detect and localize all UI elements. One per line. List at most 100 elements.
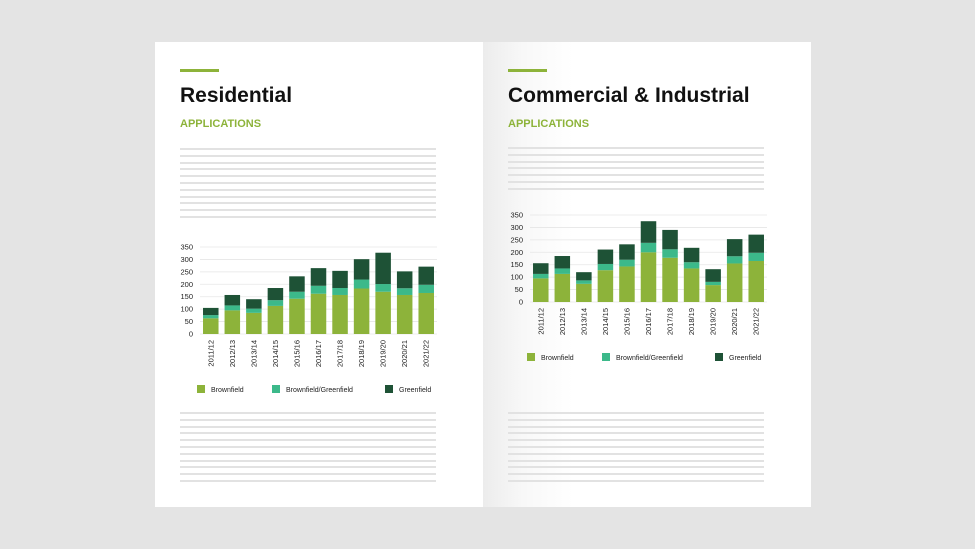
x-tick-label: 2016/17 [644,308,653,335]
placeholder-line [180,459,436,462]
x-tick-label: 2017/18 [666,308,675,335]
x-tick-label: 2012/13 [558,308,567,335]
bar-segment-greenfield [554,256,571,269]
placeholder-line [508,180,764,183]
bar-segment-greenfield [375,252,391,285]
bar-segment-brownfield-greenfield [396,288,413,295]
bar-segment-brownfield [640,252,657,302]
bar-segment-brownfield-greenfield [748,252,764,261]
bar-segment-brownfield [705,285,721,302]
placeholder-line [180,188,436,191]
y-tick-label: 300 [180,255,193,264]
x-tick-label: 2020/21 [400,340,409,367]
placeholder-line [508,425,764,428]
legend-swatch [385,385,393,393]
y-tick-label: 50 [185,317,193,326]
page-title: Commercial & Industrial [508,84,750,107]
placeholder-line [180,195,436,198]
accent-bar [508,69,547,72]
bar-segment-brownfield-greenfield [203,315,219,319]
y-tick-label: 200 [180,280,193,289]
y-tick-label: 350 [510,211,523,220]
bar-segment-brownfield [267,305,284,334]
bar-segment-greenfield [224,294,241,306]
y-tick-label: 50 [515,285,523,294]
bar-segment-brownfield [375,291,391,334]
text-placeholder-lines [180,148,436,223]
legend-swatch [527,353,535,361]
bar-segment-brownfield [662,257,678,302]
bar-segment-greenfield [662,229,678,250]
y-tick-label: 100 [180,305,193,314]
bar-segment-greenfield [726,239,743,257]
bar-segment-greenfield [396,271,413,289]
bar-segment-greenfield [310,268,327,286]
placeholder-line [508,432,764,435]
x-tick-label: 2014/15 [601,308,610,335]
bar-segment-brownfield-greenfield [353,279,370,289]
placeholder-line [180,154,436,157]
page-title: Residential [180,84,293,107]
placeholder-line [508,174,764,177]
placeholder-line [508,466,764,469]
x-tick-label: 2012/13 [228,340,237,367]
placeholder-line [180,473,436,476]
residential-chart: 0 50 100 150 200 250 300 350 2011/12 2012/13 2013/… [180,243,437,394]
y-tick-label: 100 [510,273,523,282]
bar-segment-brownfield-greenfield [726,256,743,264]
legend-label: Brownfield [211,387,244,394]
placeholder-line [180,479,436,482]
bar-segment-greenfield [332,270,348,289]
bar-segment-greenfield [533,263,549,274]
placeholder-line [180,445,436,448]
text-placeholder-lines [508,412,764,487]
page-subtitle: APPLICATIONS [180,118,262,130]
bar-segment-brownfield [203,318,219,334]
bar-segment-brownfield-greenfield [267,300,284,306]
bar-segment-greenfield [640,221,657,243]
placeholder-line [180,209,436,212]
bar-segment-greenfield [705,269,721,282]
placeholder-line [508,459,764,462]
bar-segment-brownfield-greenfield [662,249,678,258]
x-tick-label: 2014/15 [271,340,280,367]
placeholder-line [180,412,436,414]
bar-segment-greenfield [683,247,700,263]
page-subtitle: APPLICATIONS [508,118,590,130]
placeholder-line [180,181,436,184]
bar-segment-brownfield-greenfield [533,273,549,279]
bar-segment-brownfield [554,273,571,302]
x-tick-label: 2015/16 [292,340,301,367]
placeholder-line [180,148,436,150]
y-tick-label: 200 [510,248,523,257]
placeholder-line [180,161,436,164]
x-tick-label: 2018/19 [687,308,696,335]
bar-segment-greenfield [203,307,219,316]
bar-segment-brownfield-greenfield [310,285,327,294]
x-tick-label: 2021/22 [752,308,761,335]
placeholder-line [508,160,764,163]
bar-segment-brownfield-greenfield [332,288,348,295]
x-tick-label: 2017/18 [336,340,345,367]
bar-segment-brownfield-greenfield [375,284,391,292]
bar-segment-brownfield [418,292,434,334]
placeholder-line [180,215,436,218]
bar-segment-brownfield [748,260,764,302]
x-tick-label: 2011/12 [536,308,545,335]
bar-segment-brownfield-greenfield [576,280,592,284]
placeholder-line [180,439,436,442]
legend-swatch [197,385,205,393]
placeholder-line [508,418,764,421]
placeholder-line [180,168,436,171]
bar-segment-brownfield-greenfield [289,291,305,299]
bar-segment-brownfield [310,293,327,334]
placeholder-line [508,479,764,482]
bar-segment-greenfield [418,266,434,285]
placeholder-line [180,175,436,178]
bar-segment-greenfield [597,249,614,264]
y-tick-label: 150 [180,292,193,301]
bar-segment-brownfield [597,270,614,302]
bar-segment-brownfield-greenfield [418,284,434,293]
placeholder-line [180,425,436,428]
bar-segment-brownfield [224,310,241,334]
